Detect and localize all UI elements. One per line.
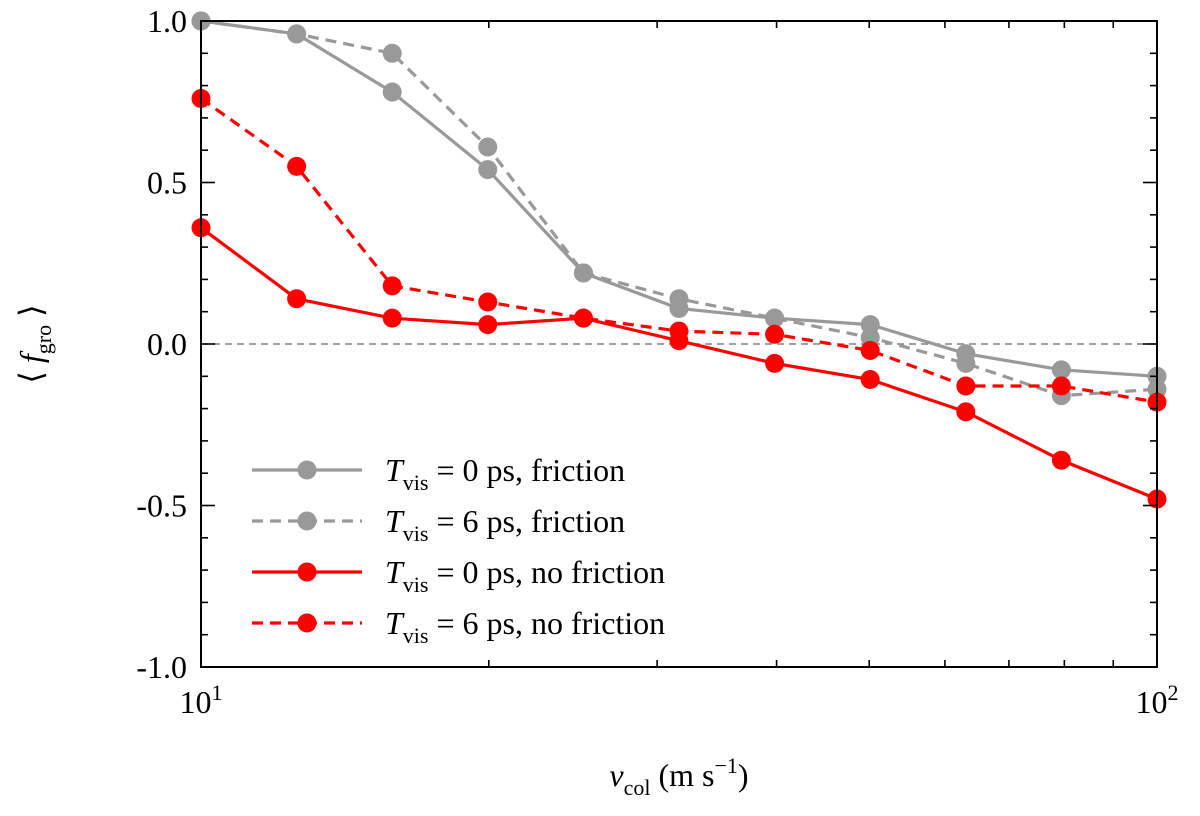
legend-text-rest: = 6 ps, no friction [428,605,665,641]
data-point [765,324,785,344]
data-point [956,376,976,396]
x-axis-variable: v [609,757,624,793]
x-axis-unit: (m s [651,757,715,793]
x-tick-base: 10 [1136,684,1168,720]
legend-entry-2: Tvis = 6 ps, friction [252,503,625,546]
legend-subscript: vis [403,623,429,648]
x-axis-label: vcol (m s−1) [609,753,748,800]
legend-variable: T [385,605,405,641]
data-point [860,340,880,360]
data-point [1051,360,1071,380]
legend-subscript: vis [403,521,429,546]
series-2 [191,11,1167,406]
legend-variable: T [385,452,405,488]
x-tick-exponent: 1 [212,680,223,705]
series-layer [191,11,1167,509]
data-point [478,315,498,335]
x-tick-exponent: 2 [1168,680,1179,705]
legend-label: Tvis = 0 ps, friction [385,452,625,495]
legend-marker [297,460,317,480]
legend-marker [297,562,317,582]
legend-entry-1: Tvis = 0 ps, friction [252,452,625,495]
y-tick-label: 1.0 [147,3,187,39]
x-axis-unit-exponent: −1 [715,753,738,778]
x-axis-close: ) [738,757,749,793]
y-tick-label: 0.0 [147,326,187,362]
x-tick-base: 10 [180,684,212,720]
legend-variable: T [385,554,405,590]
ticks-layer [200,20,1158,668]
data-point [669,289,689,309]
data-point [956,402,976,422]
data-point [382,276,402,296]
data-point [573,308,593,328]
data-point [382,308,402,328]
legend-text-rest: = 6 ps, friction [428,503,625,539]
series-line [200,97,1158,404]
data-point [669,321,689,341]
legend-subscript: vis [403,572,429,597]
data-point [765,308,785,328]
legend-marker [297,613,317,633]
y-tick-label: -0.5 [136,488,187,524]
legend-entry-4: Tvis = 6 ps, no friction [252,605,665,648]
legend-label: Tvis = 0 ps, no friction [385,554,665,597]
y-axis-close: ⟩ [13,304,49,324]
x-tick-label: 101 [180,680,223,720]
data-point [956,353,976,373]
legend-marker [297,511,317,531]
data-point [287,24,307,44]
legend-label: Tvis = 6 ps, no friction [385,605,665,648]
y-tick-label: -1.0 [136,649,187,685]
data-point [478,160,498,180]
series-4 [191,89,1167,412]
data-point [478,137,498,157]
legend-label: Tvis = 6 ps, friction [385,503,625,546]
y-axis-open: ⟨ [13,363,49,383]
data-point [573,263,593,283]
data-point [382,82,402,102]
legend-entry-3: Tvis = 0 ps, no friction [252,554,665,597]
y-axis-label: ⟨ fgro ⟩ [13,304,56,383]
x-axis-subscript: col [624,775,651,800]
data-point [287,156,307,176]
legend-text-rest: = 0 ps, friction [428,452,625,488]
y-axis-subscript: gro [31,325,56,354]
data-point [860,370,880,390]
data-point [765,353,785,373]
x-tick-label: 102 [1136,680,1179,720]
legend-subscript: vis [403,470,429,495]
data-point [382,43,402,63]
legend-variable: T [385,503,405,539]
data-point [478,292,498,312]
legend-text-rest: = 0 ps, no friction [428,554,665,590]
data-point [1051,376,1071,396]
y-tick-label: 0.5 [147,165,187,201]
data-point [287,289,307,309]
data-point [1051,450,1071,470]
